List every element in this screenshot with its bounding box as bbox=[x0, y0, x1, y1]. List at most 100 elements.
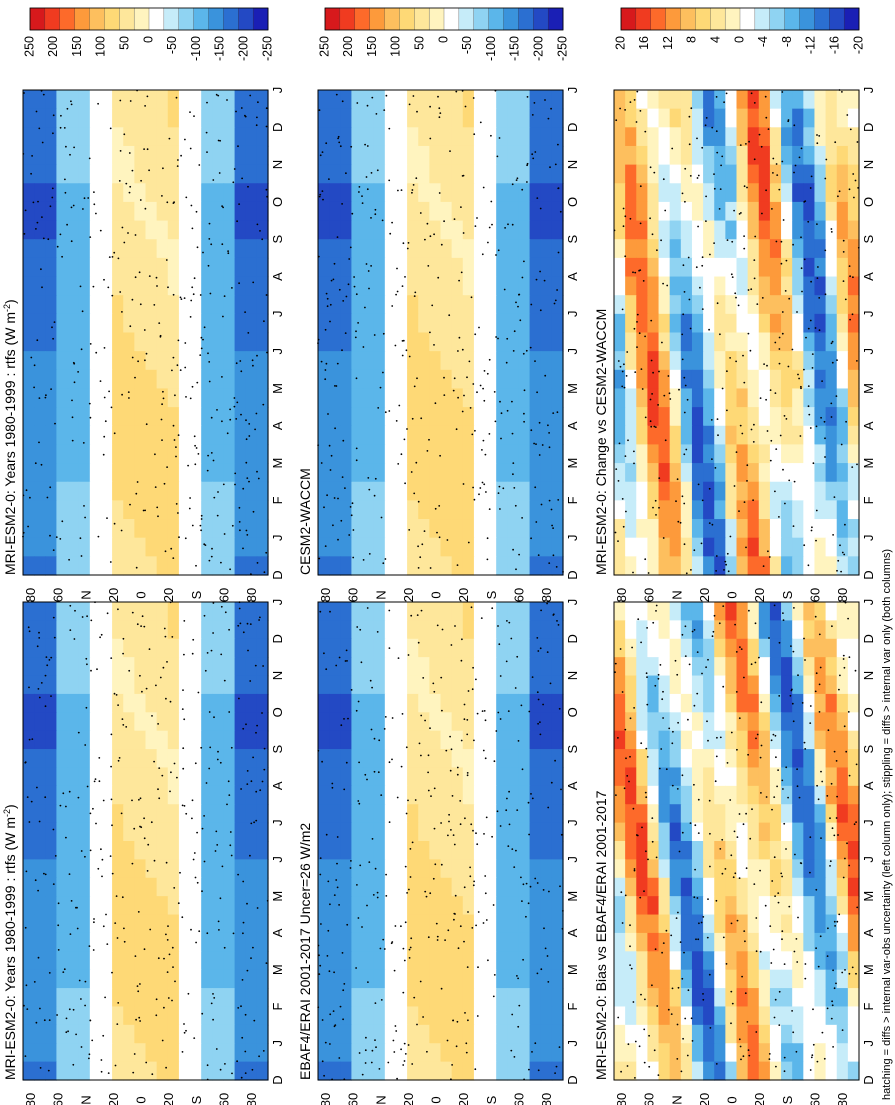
heatmap-cell bbox=[669, 257, 682, 278]
stipple-dot bbox=[89, 849, 92, 852]
heatmap-cell bbox=[351, 481, 364, 501]
heatmap-cell bbox=[178, 1006, 191, 1026]
stipple-dot bbox=[355, 709, 358, 712]
stipple-dot bbox=[226, 803, 228, 806]
stipple-dot bbox=[482, 186, 485, 189]
heatmap-cell bbox=[529, 841, 542, 860]
heatmap-cell bbox=[825, 481, 838, 501]
stipple-dot bbox=[467, 690, 470, 692]
stipple-dot bbox=[320, 360, 323, 363]
stipple-dot bbox=[252, 756, 255, 759]
stipple-dot bbox=[358, 802, 361, 805]
stipple-dot bbox=[550, 508, 553, 511]
stipple-dot bbox=[556, 620, 558, 622]
heatmap-cell bbox=[89, 257, 102, 278]
heatmap-cell bbox=[758, 313, 771, 334]
heatmap-cell bbox=[89, 914, 102, 934]
heatmap-cell bbox=[212, 145, 225, 166]
stipple-dot bbox=[548, 432, 550, 434]
heatmap-cell bbox=[89, 859, 102, 879]
heatmap-cell bbox=[625, 295, 637, 315]
heatmap-cell bbox=[736, 332, 749, 352]
heatmap-cell bbox=[123, 896, 135, 916]
heatmap-cell bbox=[318, 712, 330, 732]
heatmap-cell bbox=[636, 201, 649, 222]
heatmap-cell bbox=[78, 556, 91, 576]
heatmap-cell bbox=[351, 914, 364, 934]
heatmap-cell bbox=[112, 602, 124, 621]
heatmap-cell bbox=[803, 369, 816, 390]
heatmap-cell bbox=[384, 1043, 397, 1063]
heatmap-cell bbox=[395, 767, 408, 787]
heatmap-cell bbox=[440, 481, 453, 501]
heatmap-cell bbox=[518, 127, 531, 147]
stipple-dot bbox=[166, 971, 169, 973]
heatmap-cell bbox=[814, 295, 827, 315]
heatmap-cell bbox=[245, 519, 258, 539]
heatmap-cell bbox=[123, 657, 135, 677]
heatmap-cell bbox=[551, 164, 564, 184]
heatmap-cell bbox=[67, 239, 80, 259]
lat-tick: 60 bbox=[346, 1093, 361, 1105]
stipple-dot bbox=[366, 145, 369, 147]
stipple-dot bbox=[556, 289, 558, 291]
heatmap-cell bbox=[89, 313, 102, 334]
stipple-dot bbox=[200, 746, 203, 749]
stipple-dot bbox=[212, 602, 215, 604]
heatmap-cell bbox=[507, 841, 520, 860]
heatmap-cell bbox=[429, 1043, 442, 1063]
heatmap-cell bbox=[56, 767, 69, 787]
stipple-dot bbox=[25, 870, 28, 873]
heatmap-cell bbox=[34, 859, 46, 879]
heatmap-cell bbox=[736, 519, 749, 539]
heatmap-cell bbox=[736, 183, 749, 203]
stipple-dot bbox=[219, 1068, 222, 1071]
stipple-dot bbox=[348, 258, 351, 260]
heatmap-cell bbox=[836, 164, 849, 184]
stipple-dot bbox=[341, 349, 343, 352]
stipple-dot bbox=[408, 888, 410, 891]
stipple-dot bbox=[730, 273, 733, 276]
heatmap-cell bbox=[112, 1024, 124, 1044]
heatmap-cell bbox=[440, 602, 453, 621]
stipple-dot bbox=[195, 941, 198, 944]
heatmap-cell bbox=[78, 463, 91, 483]
heatmap-cell bbox=[529, 712, 542, 732]
stipple-dot bbox=[515, 849, 517, 852]
heatmap-cell bbox=[836, 108, 849, 128]
stipple-dot bbox=[464, 1012, 466, 1014]
heatmap-cell bbox=[223, 295, 236, 315]
heatmap-cell bbox=[551, 675, 564, 695]
heatmap-cell bbox=[540, 444, 553, 464]
stipple-dot bbox=[242, 547, 244, 550]
heatmap-cell bbox=[23, 351, 35, 371]
stipple-dot bbox=[65, 1031, 68, 1034]
heatmap-cell bbox=[440, 239, 453, 259]
heatmap-cell bbox=[190, 675, 202, 695]
stipple-dot bbox=[781, 91, 784, 93]
stipple-dot bbox=[460, 206, 462, 209]
stipple-dot bbox=[358, 761, 360, 764]
heatmap-cell bbox=[123, 556, 135, 576]
heatmap-cell bbox=[551, 620, 564, 640]
heatmap-cell bbox=[769, 537, 782, 557]
heatmap-cell bbox=[89, 896, 102, 916]
heatmap-cell bbox=[407, 295, 419, 315]
stipple-dot bbox=[89, 1019, 92, 1022]
heatmap-cell bbox=[507, 1061, 520, 1081]
heatmap-cell bbox=[67, 951, 80, 971]
heatmap-cell bbox=[201, 730, 213, 750]
heatmap-cell bbox=[373, 295, 386, 315]
stipple-dot bbox=[771, 208, 773, 210]
heatmap-cell bbox=[23, 239, 35, 259]
heatmap-cell bbox=[134, 481, 147, 501]
heatmap-cell bbox=[551, 767, 564, 787]
stipple-dot bbox=[417, 545, 419, 548]
heatmap-cell bbox=[56, 537, 69, 557]
heatmap-cell bbox=[703, 519, 715, 539]
stipple-dot bbox=[135, 1018, 138, 1021]
heatmap-cell bbox=[156, 767, 169, 787]
heatmap-cell bbox=[636, 675, 649, 695]
heatmap-cell bbox=[518, 712, 531, 732]
heatmap-cell bbox=[451, 145, 464, 166]
